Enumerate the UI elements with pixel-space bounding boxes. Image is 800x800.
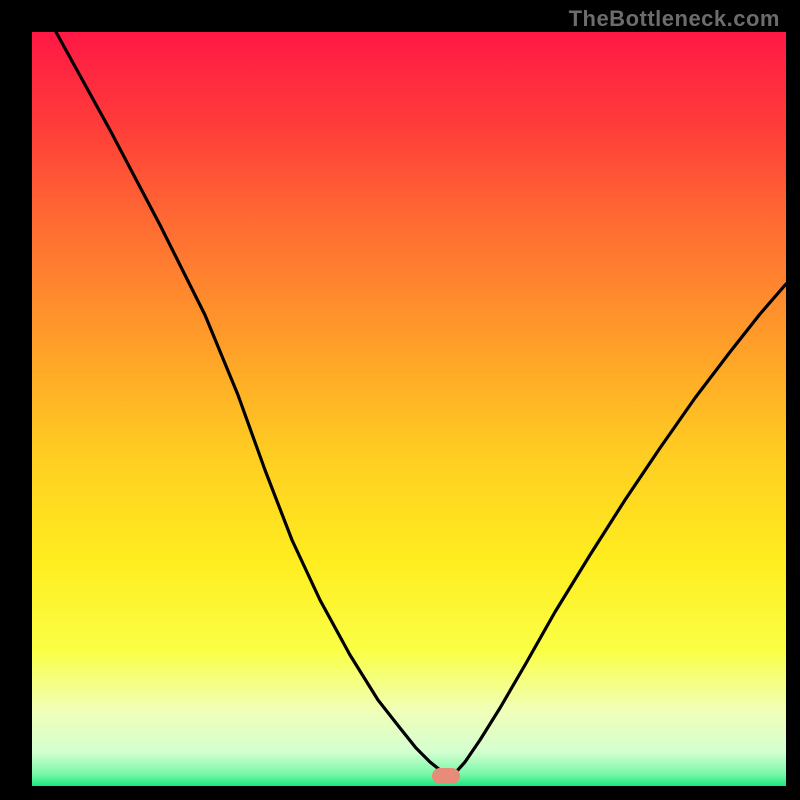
border-right: [786, 0, 800, 800]
curve-svg: [0, 0, 800, 800]
watermark-text: TheBottleneck.com: [569, 6, 780, 32]
bottleneck-curve: [56, 32, 786, 774]
border-bottom: [0, 786, 800, 800]
chart-container: TheBottleneck.com: [0, 0, 800, 800]
optimum-marker: [432, 768, 460, 784]
border-left: [0, 0, 32, 800]
